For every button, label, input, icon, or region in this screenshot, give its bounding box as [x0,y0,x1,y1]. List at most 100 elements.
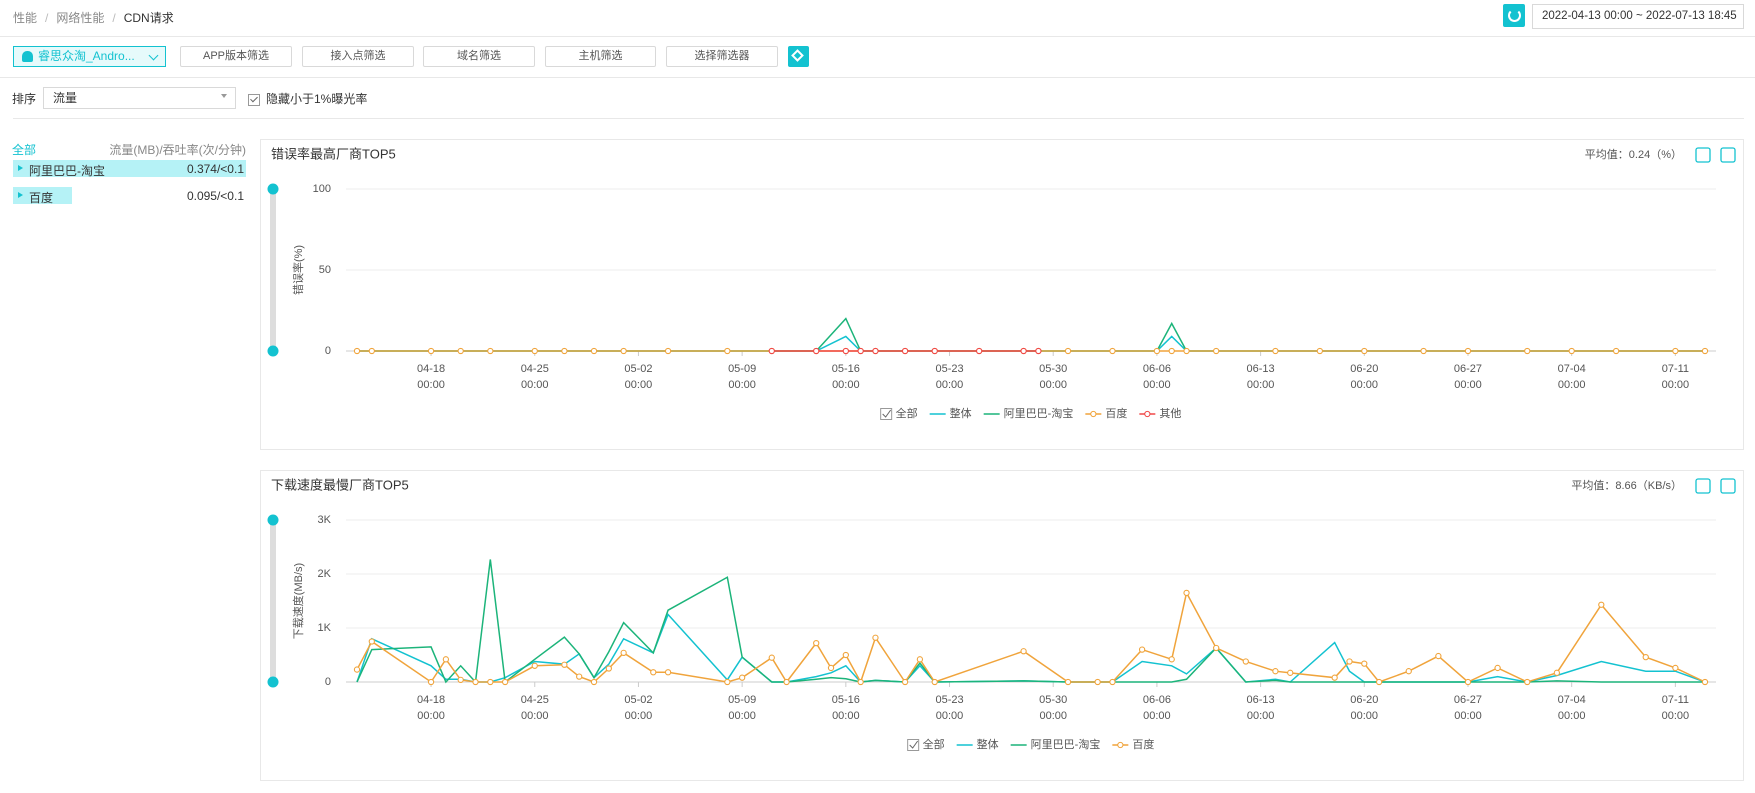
series-marker [842,651,849,659]
filter-button[interactable]: 主机筛选 [545,46,656,67]
y-axis-title: 错误率(%) [291,245,305,295]
series-marker [472,678,479,686]
x-tick-label: 06-13 00:00 [1247,694,1275,722]
series-marker [1064,347,1072,355]
clear-filter-button[interactable] [788,46,809,67]
vendor-name: 阿里巴巴-淘宝 [29,164,105,178]
series-marker [1272,347,1279,355]
series-marker [768,347,775,355]
series-marker [1035,347,1042,355]
series-marker [1316,347,1324,355]
app-name: 睿思众淘_Andro... [38,49,135,63]
x-tick-label: 07-04 00:00 [1558,363,1586,391]
series-marker [1464,678,1472,686]
x-tick-label: 05-30 00:00 [1039,363,1067,391]
legend-checkbox [907,739,920,751]
x-tick-label: 05-23 00:00 [935,694,963,722]
series-marker [1598,601,1605,608]
refresh-button[interactable] [1503,4,1525,27]
vendor-all[interactable]: 全部 [12,143,37,157]
chart-panel: 下载速度最慢厂商TOP5 平均值：8.66（KB/s） 下载速度(MB/s) 0 1K 2… [260,470,1744,781]
filter-button[interactable]: APP版本筛选 [180,46,292,67]
series-marker [1020,648,1027,655]
legend-label: 其他 [1159,407,1181,420]
series-marker [576,673,583,680]
series-marker [501,678,509,686]
filter-button[interactable]: 选择筛选器 [666,46,778,67]
average: 平均值：8.66（KB/s） [1571,479,1682,492]
series-marker [813,347,820,355]
y-tick-label: 100 [313,183,331,195]
series-marker [1361,347,1368,355]
chart-title: 错误率最高厂商TOP5 [271,146,396,161]
series-marker [590,347,598,355]
series-marker [1109,347,1116,355]
y-tick-label: 3K [318,514,332,526]
series-marker [664,669,672,676]
series-marker [1435,652,1442,660]
y-tick-label: 0 [325,676,331,688]
divider [0,36,1755,37]
series-marker [605,665,612,672]
series-marker [1464,347,1472,355]
vendor-value: 0.095/<0.1 [186,189,244,203]
panel-icon [1720,478,1736,494]
crumb[interactable]: 网络性能 [56,11,105,25]
legend-check [909,740,919,749]
series-marker [842,347,849,355]
series-marker [827,664,835,672]
sort-select[interactable]: 流量 [43,87,236,109]
series-marker [724,347,731,355]
x-tick-label: 05-02 00:00 [624,694,652,722]
series-marker [487,678,494,686]
hide-checkbox[interactable]: 隐藏小于1%曝光率 [248,90,367,107]
filter-button[interactable]: 接入点筛选 [302,46,414,67]
series-marker [487,347,494,355]
series-marker [1346,658,1353,665]
x-tick-label: 05-09 00:00 [728,363,756,391]
series-marker [916,656,924,663]
date-range-picker[interactable]: 2022-04-13 00:00 ~ 2022-07-13 18:45 [1532,4,1744,29]
series-marker [931,347,938,355]
crumb[interactable]: 性能 [13,11,38,25]
series-marker [1568,347,1575,355]
x-tick-label: 04-18 00:00 [417,694,445,722]
series-marker [531,347,538,355]
series-marker [1109,678,1116,686]
app-select[interactable]: 睿思众淘_Andro... [13,46,166,67]
vendor-row[interactable]: 阿里巴巴-淘宝 0.374/<0.1 [13,160,246,178]
legend-label: 整体 [950,406,972,420]
vendor-row[interactable]: 百度 0.095/<0.1 [13,187,246,205]
series-marker [872,347,879,355]
series-marker [1405,668,1412,675]
series-line [356,559,1705,684]
series-marker [1524,347,1531,355]
series-line [357,335,1705,352]
date-range: 2022-04-13 00:00 ~ 2022-07-13 18:45 [1542,10,1737,22]
x-tick-label: 05-09 00:00 [728,694,756,722]
series-marker [1213,347,1220,355]
legend-check [882,409,892,418]
legend-label: 百度 [1132,737,1154,751]
legend-label: 阿里巴巴-淘宝 [1004,406,1074,420]
chart-panel: 错误率最高厂商TOP5 平均值：0.24（%） 错误率(%) 0 50 100 04-18 0… [260,139,1744,450]
series-marker [872,634,879,641]
series-line [357,317,1705,352]
series-marker [1701,678,1709,686]
filter-button[interactable]: 域名筛选 [423,46,535,67]
legend-label: 整体 [977,737,999,751]
legend: 全部 整体 阿里巴巴-淘宝 百度 其他 [880,406,1181,420]
x-tick-label: 05-02 00:00 [624,363,652,391]
x-tick-label: 05-16 00:00 [832,363,860,391]
series-marker [1553,669,1561,676]
divider [0,77,1755,78]
series-marker [1183,589,1190,597]
series-marker [1183,347,1190,355]
series-marker [976,347,983,355]
x-tick-label: 07-04 00:00 [1558,694,1586,722]
series-marker [590,678,598,686]
series-marker [1672,664,1679,672]
series-marker [1020,347,1027,355]
breadcrumb: 性能 / 网络性能 / CDN请求 [13,11,174,25]
